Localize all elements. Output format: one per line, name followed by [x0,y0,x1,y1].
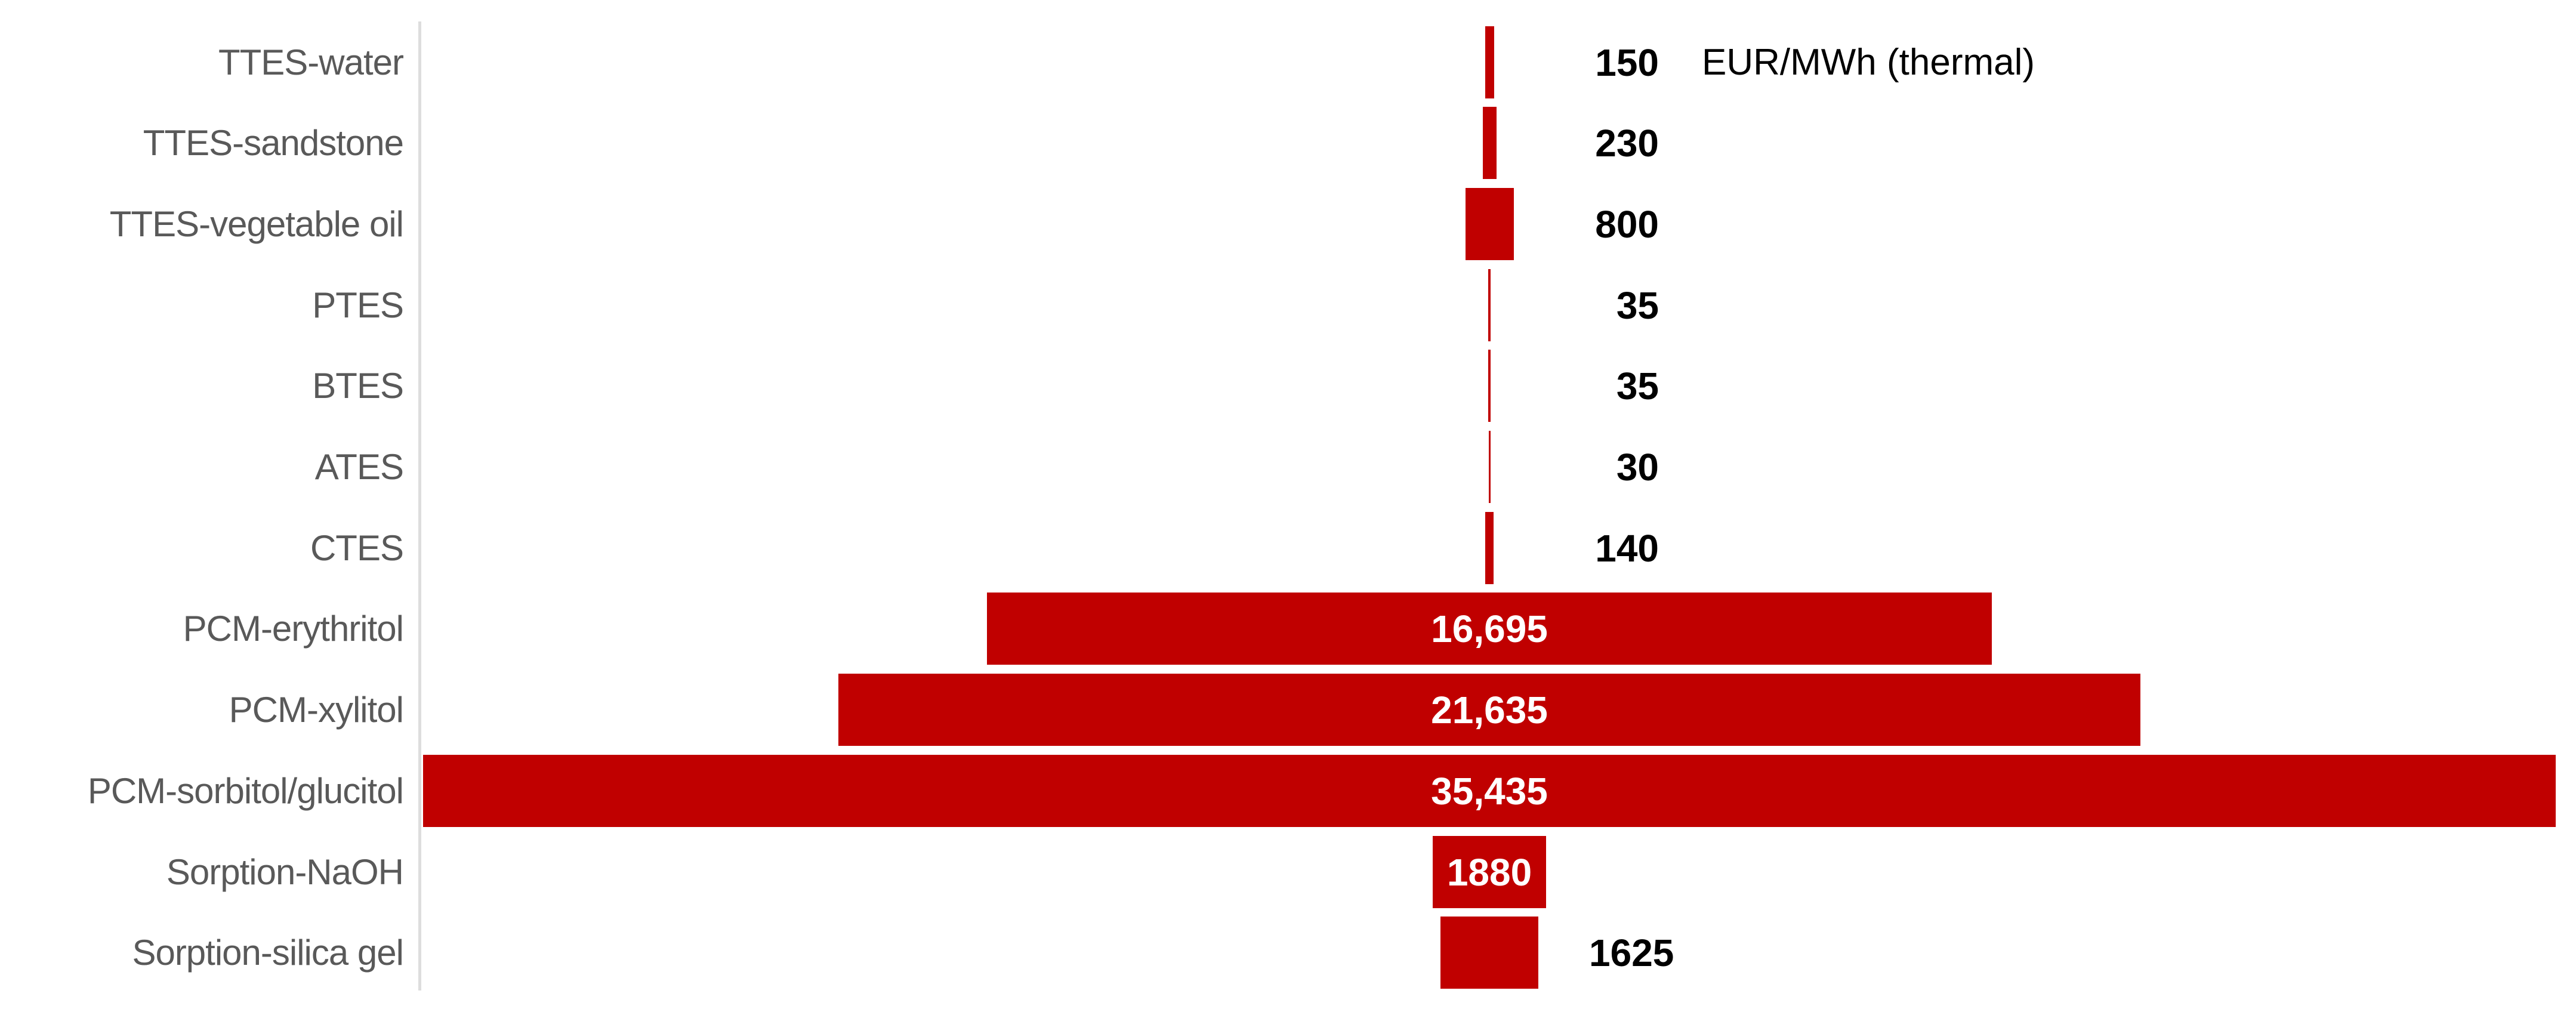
value-label: 150 [1595,41,1659,84]
bar [1488,269,1491,341]
value-label: 140 [1595,526,1659,570]
value-label: 800 [1595,202,1659,246]
category-label: PTES [312,285,404,325]
value-label: 230 [1595,121,1659,165]
bar [423,755,2556,827]
value-label: 35,435 [1431,769,1548,813]
bar [1485,26,1494,98]
category-label: CTES [310,528,404,568]
category-label: TTES-water [218,42,404,82]
bar [1440,917,1538,989]
category-label: PCM-sorbitol/glucitol [87,771,404,811]
category-label: TTES-sandstone [143,123,404,163]
value-label: 30 [1616,445,1659,489]
bar [1483,107,1497,179]
value-label: 21,635 [1431,688,1548,732]
category-label: ATES [314,447,404,487]
category-label: Sorption-NaOH [166,852,404,892]
bar [987,593,1992,665]
bar [1489,431,1491,503]
bar [1485,512,1494,584]
category-label: BTES [312,366,404,406]
bar [1466,188,1514,260]
category-label: PCM-xylitol [229,690,404,730]
category-label: PCM-erythritol [183,609,404,649]
bar [838,674,2140,746]
unit-label: EUR/MWh (thermal) [1702,42,2035,83]
category-axis-line [418,21,421,991]
category-label: TTES-vegetable oil [109,204,404,244]
category-label: Sorption-silica gel [132,933,404,973]
bar [1433,836,1546,908]
value-label: 35 [1616,283,1659,327]
value-label: 35 [1616,364,1659,408]
bar [1488,350,1491,422]
value-label: 16,695 [1431,607,1548,650]
value-label: 1880 [1446,850,1532,894]
value-label: 1625 [1589,931,1674,974]
